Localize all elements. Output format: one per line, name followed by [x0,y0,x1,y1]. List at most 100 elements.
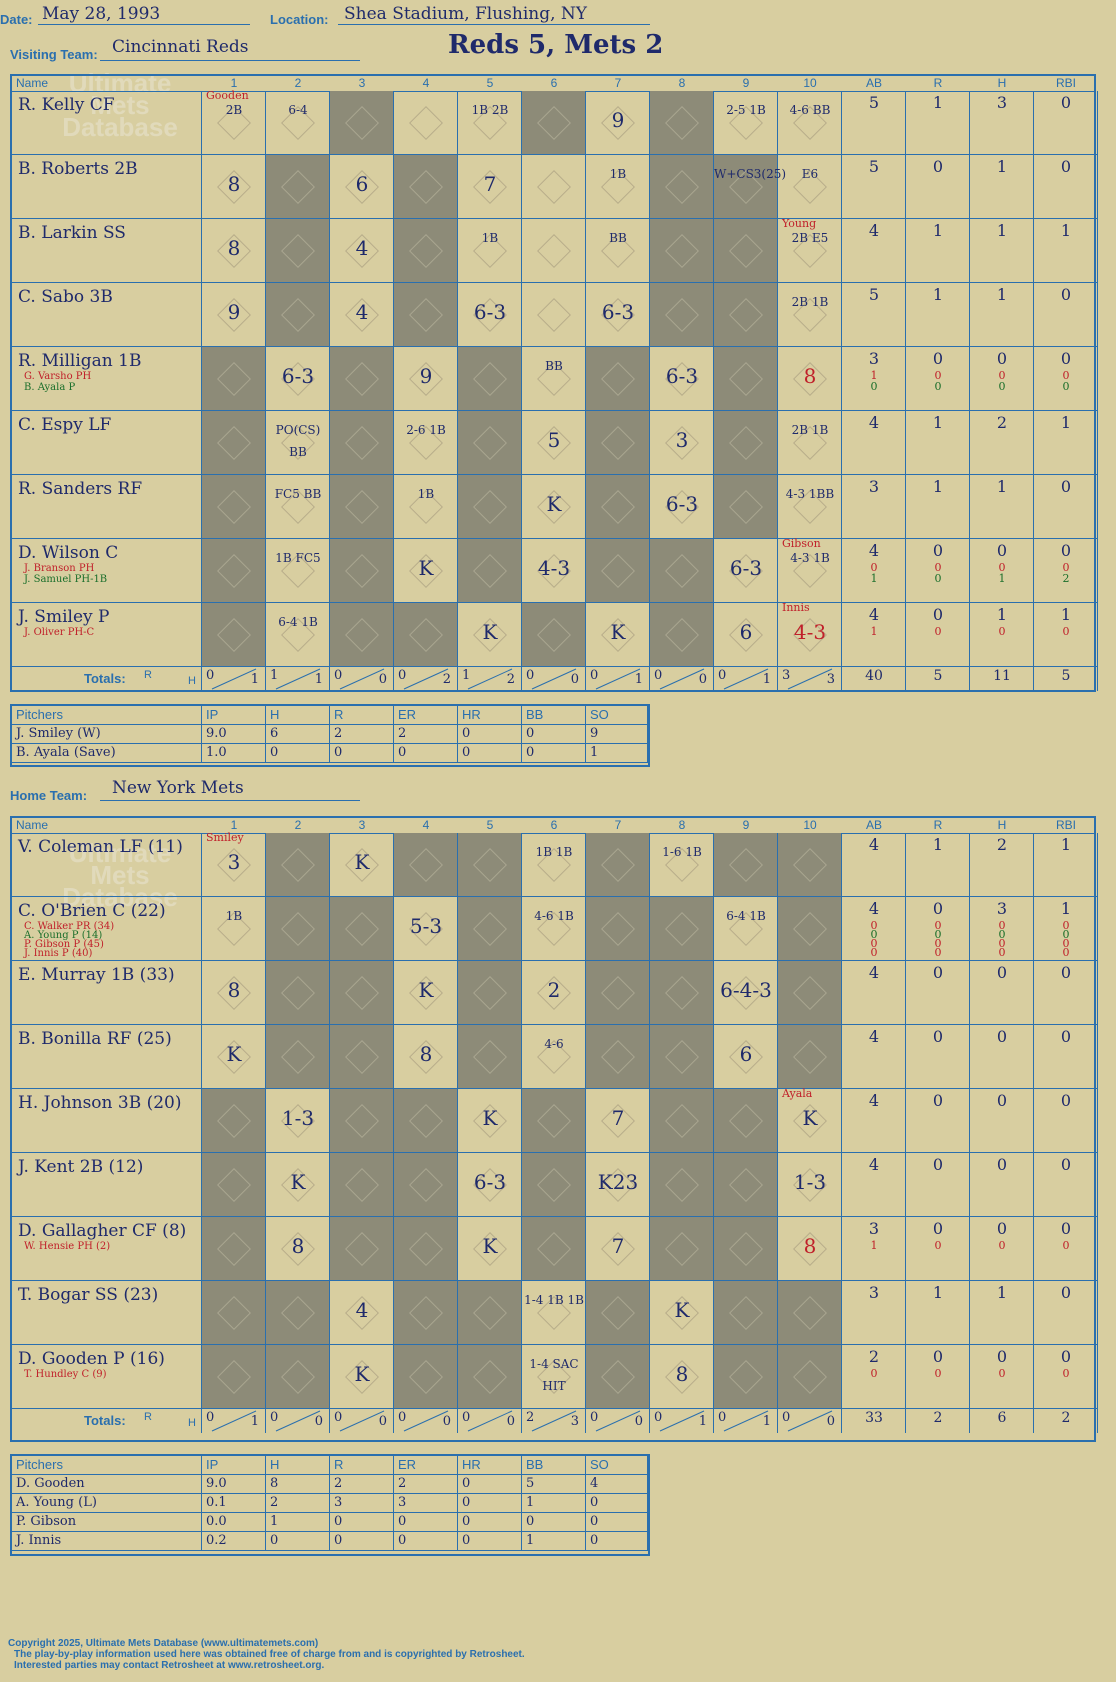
base-diamond [217,618,251,652]
stat-cell: 3 [842,1281,906,1345]
inning-cell [394,1089,458,1153]
stat-value: 1 [932,221,944,240]
sub-stat-value: 0 [998,625,1006,638]
total-stat-value: 40 [865,668,883,684]
inning-cell [778,1345,842,1409]
player-name: D. Gooden P (16) [18,1349,165,1369]
base-diamond [409,1232,443,1266]
inning-hits: 1 [698,1414,707,1429]
pitcher-table-cell: 0 [394,744,458,763]
base-diamond [665,554,699,588]
stat-col-header: R [933,818,943,832]
total-stat-box: 33 [842,1409,906,1433]
inning-cell [778,347,842,411]
inning-cell [202,1153,266,1217]
pitcher-table-cell: 3 [330,1494,394,1513]
player-name: C. Espy LF [18,415,112,435]
pitcher-table-cell: 0 [458,1532,522,1551]
sub-stat-value: 2 [1062,572,1070,585]
stat-value: 0 [932,605,944,624]
inning-cell [714,155,778,219]
inning-runs: 0 [398,1410,407,1425]
pitcher-change-note: Ayala [782,1087,813,1100]
inning-hits: 1 [250,672,259,687]
pitcher-table-cell: 1 [522,1532,586,1551]
total-stat-value: 5 [933,668,943,684]
inning-cell [586,897,650,961]
stat-value: 4 [868,963,880,982]
stat-cell: 1 [906,475,970,539]
stat-value: 0 [932,157,944,176]
base-diamond [601,848,635,882]
base-diamond [537,1232,571,1266]
inning-cell [586,1153,650,1217]
base-diamond [345,362,379,396]
play-notation: 1-4 1B 1B [524,1293,584,1307]
inning-cell [330,833,394,897]
stat-cell: 5 [842,155,906,219]
play-notation: 6-4 1B [726,909,766,923]
inning-cell [778,1089,842,1153]
inning-cell [522,219,586,283]
stat-cell: 1 [970,219,1034,283]
inning-col-header: 6 [550,76,558,90]
player-name-cell: D. Gooden P (16) T. Hundley C (9) [12,1345,202,1409]
base-diamond [729,848,763,882]
inning-cell [266,1025,330,1089]
sub-stat-value: 0 [870,1367,878,1380]
stat-cell: 1 [1034,219,1098,283]
pitcher-table-cell: 3 [394,1494,458,1513]
inning-col-header: 2 [294,818,302,832]
base-diamond [409,234,443,268]
inning-cell [330,475,394,539]
base-diamond [281,170,315,204]
stat-cell: 0 [970,1025,1034,1089]
pitcher-table-cell: 2 [330,1475,394,1494]
player-name: C. O'Brien C (22) [18,901,166,921]
home-pitchers-table: Pitchers IP H R ER HR BB SO D. Gooden 9.0 8 2 2 0 5 4 A.… [10,1454,650,1556]
substitute-name: T. Hundley C (9) [24,1369,107,1380]
inning-cell [266,961,330,1025]
stat-value: 4 [868,1027,880,1046]
pitcher-table-cell: 9.0 [202,1475,266,1494]
inning-cell [266,1217,330,1281]
inning-hits: 3 [570,1414,579,1429]
play-notation: 6 [739,1042,753,1066]
inning-cell [458,603,522,667]
base-diamond [345,912,379,946]
sub-stat-value: 0 [1062,928,1070,941]
pitcher-table-cell: 0.1 [202,1494,266,1513]
sub-stat-value: 1 [870,572,878,585]
inning-cell [522,1153,586,1217]
stat-value: 2 [996,413,1008,432]
location-value: Shea Stadium, Flushing, NY [344,4,588,24]
inning-cell [778,603,842,667]
stat-value: 5 [868,93,880,112]
visiting-team-name: Cincinnati Reds [112,37,249,57]
base-diamond [729,1104,763,1138]
base-diamond [217,554,251,588]
pitcher-table-cell: 9.0 [202,725,266,744]
sub-stat-value: 1 [998,572,1006,585]
base-diamond [537,106,571,140]
stat-value: 1 [1060,413,1072,432]
pitcher-table-cell: 0 [266,744,330,763]
base-diamond [665,298,699,332]
play-notation: 4-6 1B [534,909,574,923]
inning-cell [458,1281,522,1345]
substitute-name: J. Branson PH [24,563,95,574]
pitcher-table-cell: 0 [458,1494,522,1513]
base-diamond [473,1296,507,1330]
inning-col-header: 6 [550,818,558,832]
stat-value: 1 [996,1283,1008,1302]
base-diamond [601,1040,635,1074]
play-notation: 4-3 [537,556,571,580]
substitute-name: G. Varsho PH [24,371,92,382]
